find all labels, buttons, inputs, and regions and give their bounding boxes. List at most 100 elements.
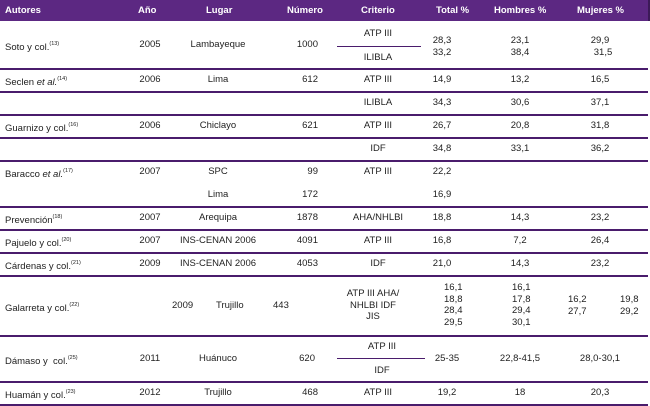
table-row: Galarreta y col.(22) 2009 Trujillo 443 A… bbox=[0, 276, 648, 335]
total-cell: 16,9 bbox=[432, 189, 452, 200]
men-cell: 30,6 bbox=[510, 97, 530, 108]
reference: (23) bbox=[65, 389, 76, 395]
men-cell: 22,8-41,5 bbox=[499, 353, 541, 364]
row-divider bbox=[0, 137, 648, 139]
place-cell: Trujillo bbox=[216, 300, 244, 311]
men-cell: 7,2 bbox=[513, 235, 527, 246]
table-row: Soto y col.(13) 2005 Lambayeque 1000 ATP… bbox=[0, 22, 648, 68]
table-row: Huamán y col.(23) 2012 Trujillo 468 ATP … bbox=[0, 382, 648, 404]
number-cell: 620 bbox=[299, 353, 315, 364]
criteria-cell: IDF bbox=[370, 258, 386, 269]
table-row: ILIBLA 34,3 30,6 37,1 bbox=[0, 92, 648, 114]
place-cell: Lima bbox=[207, 189, 229, 200]
total-cell: 34,8 bbox=[432, 143, 452, 154]
row-divider bbox=[0, 404, 648, 406]
reference: (17) bbox=[63, 168, 73, 174]
table-row: Seclen et al.(14) 2006 Lima 612 ATP III … bbox=[0, 69, 648, 91]
table-row: Lima 172 16,9 bbox=[0, 184, 648, 206]
author-cell: Seclen et al.(14) bbox=[5, 74, 67, 89]
year-cell: 2007 bbox=[139, 212, 161, 223]
reference: (18) bbox=[52, 214, 63, 220]
reference: (25) bbox=[67, 355, 78, 361]
number-cell: 1878 bbox=[296, 212, 318, 223]
author-etal: et al. bbox=[36, 77, 58, 88]
criteria-cell: ATP III bbox=[367, 341, 397, 352]
reference: (14) bbox=[57, 76, 68, 82]
author-etal: et al. bbox=[42, 169, 64, 180]
criteria-cell: AHA/NHLBI bbox=[352, 212, 404, 223]
criteria-cell: ATP III AHA/ NHLBI IDF JIS bbox=[346, 288, 400, 322]
number-cell: 1000 bbox=[296, 39, 318, 50]
criteria-cell: ATP III bbox=[363, 235, 393, 246]
number-cell: 99 bbox=[307, 166, 318, 177]
row-divider bbox=[0, 229, 648, 231]
place-cell: Lambayeque bbox=[190, 39, 246, 50]
place-cell: SPC bbox=[208, 166, 228, 177]
men-cell: 16,1 17,8 29,4 30,1 bbox=[512, 282, 531, 328]
men-cell: 20,8 bbox=[510, 120, 530, 131]
reference: (16) bbox=[68, 122, 79, 128]
author-cell: Soto y col.(13) bbox=[5, 39, 59, 54]
year-cell: 2009 bbox=[172, 300, 194, 311]
place-cell: INS-CENAN 2006 bbox=[179, 258, 257, 269]
women-cell: 16,2 27,7 bbox=[568, 294, 587, 317]
place-cell: INS-CENAN 2006 bbox=[179, 235, 257, 246]
number-cell: 468 bbox=[302, 387, 318, 398]
men-cell: 18 bbox=[514, 387, 526, 398]
table-row: Prevención(18) 2007 Arequipa 1878 AHA/NH… bbox=[0, 207, 648, 229]
number-cell: 621 bbox=[302, 120, 318, 131]
reference: (13) bbox=[49, 41, 60, 47]
total-cell: 19,2 bbox=[437, 387, 457, 398]
row-divider bbox=[0, 68, 648, 70]
criteria-cell: IDF bbox=[374, 365, 390, 376]
row-divider bbox=[0, 160, 648, 162]
header-numero: Número bbox=[287, 5, 323, 16]
men-cell: 33,1 bbox=[510, 143, 530, 154]
year-cell: 2006 bbox=[139, 74, 161, 85]
place-cell: Huánuco bbox=[198, 353, 238, 364]
number-cell: 612 bbox=[302, 74, 318, 85]
number-cell: 172 bbox=[302, 189, 318, 200]
row-divider bbox=[0, 206, 648, 208]
header-criterio: Criterio bbox=[361, 5, 395, 16]
header-total: Total % bbox=[436, 5, 470, 16]
criteria-cell: IDF bbox=[370, 143, 386, 154]
header-ano: Año bbox=[138, 5, 157, 16]
table-row: Cárdenas y col.(21) 2009 INS-CENAN 2006 … bbox=[0, 253, 648, 275]
row-divider bbox=[0, 335, 648, 337]
table-row: Pajuelo y col.(20) 2007 INS-CENAN 2006 4… bbox=[0, 230, 648, 252]
place-cell: Arequipa bbox=[198, 212, 238, 223]
total-cell: 28,3 33,2 bbox=[432, 35, 452, 58]
year-cell: 2009 bbox=[139, 258, 161, 269]
author-cell: Baracco et al.(17) bbox=[5, 166, 73, 181]
men-cell: 13,2 bbox=[510, 74, 530, 85]
year-cell: 2005 bbox=[139, 39, 161, 50]
table-row: IDF 34,8 33,1 36,2 bbox=[0, 138, 648, 160]
table-row: Baracco et al.(17) 2007 SPC 99 ATP III 2… bbox=[0, 161, 648, 183]
row-divider bbox=[0, 114, 648, 116]
total-cell: 18,8 bbox=[432, 212, 452, 223]
women-cell: 31,8 bbox=[590, 120, 610, 131]
women-cell: 37,1 bbox=[590, 97, 610, 108]
total-cell: 22,2 bbox=[432, 166, 452, 177]
author-name: Soto y col. bbox=[5, 42, 50, 53]
author-name: Baracco bbox=[5, 169, 43, 180]
number-cell: 4053 bbox=[296, 258, 318, 269]
women-cell: 36,2 bbox=[590, 143, 610, 154]
table-header: Autores Año Lugar Número Criterio Total … bbox=[0, 0, 650, 21]
women-cell: 19,8 29,2 bbox=[620, 294, 639, 317]
women-cell: 16,5 bbox=[590, 74, 610, 85]
criteria-cell: ATP III bbox=[363, 28, 393, 39]
header-hombres: Hombres % bbox=[494, 5, 547, 16]
year-cell: 2012 bbox=[139, 387, 161, 398]
total-cell: 26,7 bbox=[432, 120, 452, 131]
author-cell: Huamán y col.(23) bbox=[5, 387, 76, 402]
author-name: Prevención bbox=[5, 215, 53, 226]
author-cell: Galarreta y col.(22) bbox=[5, 300, 79, 315]
total-cell: 34,3 bbox=[432, 97, 452, 108]
women-cell: 23,2 bbox=[590, 212, 610, 223]
row-divider bbox=[0, 381, 648, 383]
reference: (20) bbox=[61, 237, 72, 243]
author-cell: Cárdenas y col.(21) bbox=[5, 258, 81, 273]
women-cell: 31,5 bbox=[593, 47, 613, 58]
